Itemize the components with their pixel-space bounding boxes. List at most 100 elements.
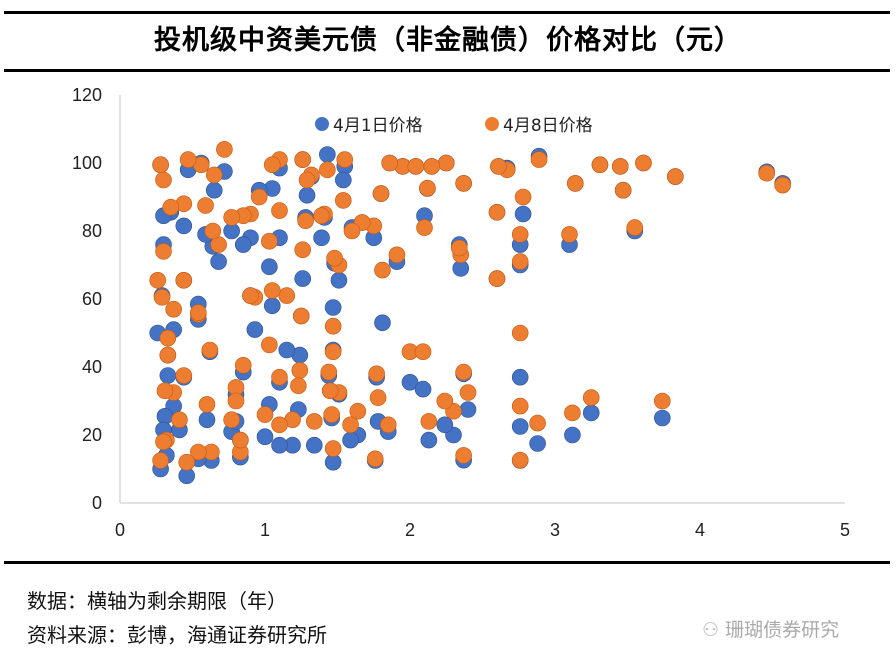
data-point <box>319 161 336 179</box>
data-point <box>171 411 188 429</box>
y-tick-label: 80 <box>82 221 102 241</box>
series-apr1 <box>149 146 791 485</box>
y-tick-label: 20 <box>82 425 102 445</box>
data-point <box>223 209 240 226</box>
data-point <box>511 226 529 243</box>
data-point <box>298 171 316 189</box>
data-point <box>261 336 278 354</box>
data-point <box>250 188 268 206</box>
data-point <box>611 158 629 175</box>
data-point <box>155 171 172 189</box>
watermark-text: 珊瑚债券研究 <box>725 619 840 641</box>
data-point <box>626 219 644 236</box>
data-point <box>319 146 336 163</box>
data-point <box>455 363 472 381</box>
data-point <box>197 197 214 214</box>
data-point <box>407 158 425 175</box>
top-rule <box>4 11 890 14</box>
data-point <box>271 416 288 434</box>
legend-marker-apr8 <box>485 117 499 131</box>
data-point <box>459 401 477 418</box>
data-point <box>511 397 529 415</box>
data-point <box>152 452 169 469</box>
data-point <box>334 192 352 209</box>
data-point <box>210 253 227 270</box>
data-point <box>511 324 529 342</box>
data-point <box>227 392 245 410</box>
data-point <box>529 435 546 452</box>
data-point <box>149 271 166 289</box>
data-point <box>653 409 671 427</box>
data-point <box>401 373 419 391</box>
data-point <box>204 222 222 240</box>
data-point <box>511 368 529 386</box>
data-point <box>234 236 252 253</box>
data-point <box>566 175 584 192</box>
data-point <box>159 367 177 384</box>
data-point <box>263 282 281 299</box>
data-point <box>511 418 529 435</box>
footer-note: 数据：横轴为剩余期限（年） <box>27 589 287 613</box>
data-point <box>263 297 281 315</box>
data-point <box>330 271 348 289</box>
data-point <box>635 154 652 172</box>
data-point <box>368 365 385 383</box>
data-point <box>582 404 600 422</box>
data-point <box>234 356 252 374</box>
x-tick-label: 1 <box>260 520 270 540</box>
y-tick-label: 60 <box>82 289 102 309</box>
x-tick-label: 3 <box>550 520 560 540</box>
data-point <box>162 198 180 216</box>
footer-rule <box>4 561 890 564</box>
data-point <box>374 261 391 279</box>
chart-title: 投机级中资美元债（非金融债）价格对比（元） <box>154 25 742 56</box>
data-point <box>323 406 341 423</box>
data-point <box>179 151 197 168</box>
data-point <box>294 151 312 168</box>
data-point <box>459 384 477 401</box>
legend-marker-apr1 <box>315 117 329 131</box>
data-point <box>420 431 438 449</box>
legend-label-apr8: 4月8日价格 <box>503 116 593 136</box>
data-point <box>564 404 581 422</box>
data-point <box>667 168 684 185</box>
data-point <box>529 414 546 432</box>
data-point <box>205 166 223 184</box>
data-point <box>366 450 384 468</box>
data-point <box>190 304 207 321</box>
x-tick-label: 4 <box>695 520 705 540</box>
watermark: ⚇ 珊瑚债券研究 <box>702 615 839 642</box>
data-point <box>256 406 274 423</box>
data-point <box>490 158 507 175</box>
series-apr8 <box>149 141 791 471</box>
data-point <box>305 436 323 454</box>
data-point <box>591 156 609 173</box>
data-point <box>159 329 177 347</box>
data-point <box>190 443 207 461</box>
data-point <box>198 396 216 413</box>
data-point <box>514 205 532 223</box>
wechat-icon: ⚇ <box>702 619 726 641</box>
data-point <box>205 181 223 199</box>
data-point <box>153 288 171 306</box>
data-point <box>159 346 177 364</box>
y-tick-label: 40 <box>82 357 102 377</box>
x-tick-label: 2 <box>405 520 415 540</box>
data-point <box>305 413 323 430</box>
data-point <box>321 382 339 400</box>
data-point <box>198 411 216 429</box>
data-point <box>242 287 259 304</box>
data-point <box>436 392 454 410</box>
data-point <box>324 440 342 457</box>
data-point <box>313 207 330 224</box>
data-point <box>455 175 472 192</box>
data-point <box>334 171 352 189</box>
data-point <box>297 212 314 230</box>
data-point <box>175 271 193 289</box>
data-point <box>223 411 240 429</box>
data-point <box>414 380 432 398</box>
data-point <box>511 451 529 469</box>
data-point <box>201 341 219 359</box>
data-point <box>216 141 233 158</box>
data-point <box>324 317 342 335</box>
